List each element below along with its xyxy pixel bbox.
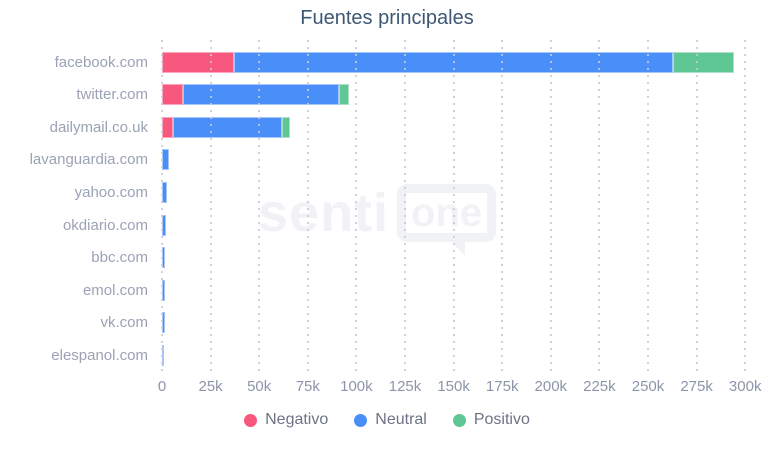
category-label-okdiario-com: okdiario.com — [62, 216, 148, 234]
legend: Negativo Neutral Positivo — [0, 411, 774, 429]
gridline — [161, 40, 163, 374]
bar-negativo-facebook-com[interactable] — [162, 51, 234, 73]
x-tick-label: 125k — [388, 378, 422, 395]
bar-negativo-twitter-com[interactable] — [162, 84, 184, 106]
x-tick-label: 100k — [340, 378, 373, 395]
category-label-bbc-com: bbc.com — [91, 249, 148, 267]
category-label-dailymail-co-uk: dailymail.co.uk — [49, 118, 148, 136]
gridline — [355, 40, 358, 374]
x-tick-label: 175k — [485, 378, 519, 395]
legend-label: Positivo — [473, 411, 530, 428]
x-tick-label: 250k — [631, 378, 665, 395]
legend-label: Neutral — [375, 411, 427, 428]
category-label-lavanguardia-com: lavanguardia.com — [29, 151, 148, 169]
legend-dot-negativo — [244, 413, 258, 427]
bar-positivo-dailymail-co-uk[interactable] — [281, 116, 291, 138]
gridline — [306, 40, 309, 374]
legend-item-neutral[interactable]: Neutral — [354, 411, 427, 429]
gridline — [647, 40, 649, 374]
x-tick-label: 50k — [247, 378, 272, 395]
watermark-text: senti — [258, 183, 390, 243]
legend-label: Negativo — [265, 411, 329, 428]
gridline — [501, 40, 504, 374]
gridline — [258, 40, 261, 374]
bar-neutral-dailymail-co-uk[interactable] — [172, 116, 282, 138]
category-label-vk-com: vk.com — [100, 314, 148, 332]
x-tick-label: 200k — [534, 378, 568, 395]
bar-neutral-twitter-com[interactable] — [183, 84, 339, 106]
gridline — [695, 40, 698, 374]
legend-item-negativo[interactable]: Negativo — [244, 411, 328, 429]
category-label-elespanol-com: elespanol.com — [51, 346, 148, 364]
x-tick-label: 0 — [157, 378, 167, 395]
category-label-yahoo-com: yahoo.com — [74, 183, 148, 201]
category-label-facebook-com: facebook.com — [54, 53, 148, 71]
bar-positivo-twitter-com[interactable] — [338, 84, 349, 106]
sentione-watermark-logo: senti one — [258, 183, 497, 256]
legend-dot-positivo — [452, 413, 466, 427]
gridline — [452, 40, 455, 374]
category-label-emol-com: emol.com — [82, 281, 148, 299]
legend-dot-neutral — [354, 413, 368, 427]
x-tick-label: 300k — [728, 378, 762, 395]
x-tick-label: 75k — [295, 378, 320, 395]
bar-positivo-facebook-com[interactable] — [673, 51, 734, 73]
watermark-bubble-text: one — [411, 191, 483, 235]
x-tick-label: 25k — [198, 378, 223, 395]
legend-item-positivo[interactable]: Positivo — [452, 411, 530, 429]
x-tick-label: 225k — [583, 378, 616, 395]
bar-negativo-dailymail-co-uk[interactable] — [162, 116, 173, 138]
category-label-twitter-com: twitter.com — [76, 86, 148, 104]
gridline — [549, 40, 552, 374]
gridline — [404, 40, 406, 374]
chart-title: Fuentes principales — [300, 7, 474, 29]
watermark-speech-bubble: one — [397, 184, 497, 256]
gridline — [209, 40, 212, 374]
gridline — [598, 40, 601, 374]
x-tick-label: 275k — [680, 378, 713, 395]
x-tick-label: 150k — [437, 378, 470, 395]
gridline — [744, 40, 747, 374]
bar-neutral-lavanguardia-com[interactable] — [162, 149, 169, 171]
